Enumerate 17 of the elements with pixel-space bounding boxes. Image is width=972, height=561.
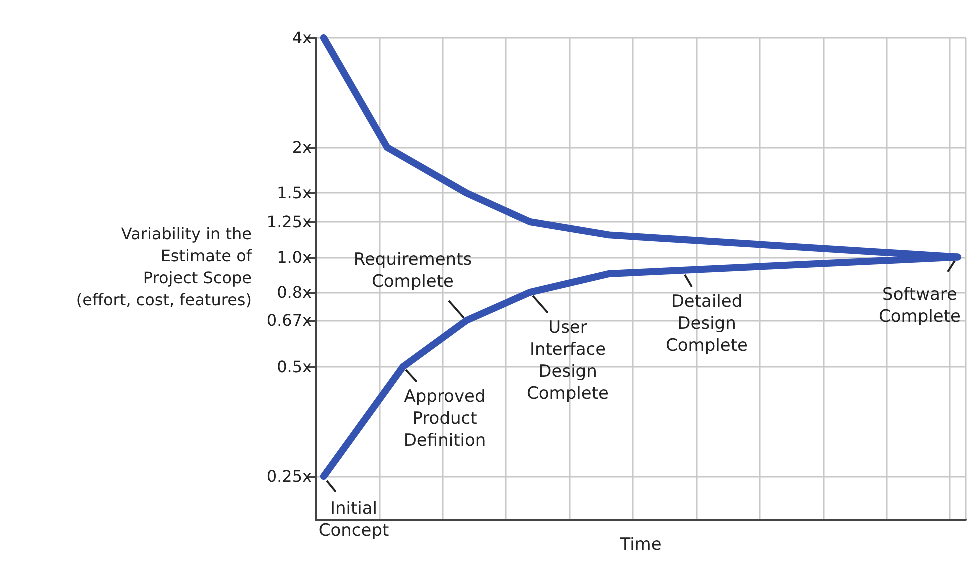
annotation: Software Complete: [879, 285, 961, 327]
y-tick-label: 0.67x: [266, 311, 312, 330]
annotation: Requirements Complete: [354, 250, 472, 292]
y-tick-label: 0.25x: [266, 467, 312, 486]
x-axis-title: Time: [619, 535, 662, 555]
annotation: Initial Concept: [318, 499, 390, 541]
y-tick-label: 2x: [292, 138, 312, 158]
annotation: Approved Product Definition: [404, 387, 486, 451]
y-tick-label: 1.25x: [266, 212, 312, 232]
y-tick-label: 1.5x: [277, 184, 312, 203]
y-tick-label: 0.5x: [277, 357, 312, 376]
annotation: User Interface Design Complete: [527, 318, 609, 404]
y-axis-title: Variability in the Estimate of Project Scope (effort, cost, features): [76, 224, 252, 310]
y-tick-label: 1.0x: [277, 248, 312, 267]
y-tick-label: 0.8x: [277, 283, 312, 302]
y-tick-label: 4x: [292, 28, 312, 48]
annotation: Detailed Design Complete: [666, 292, 748, 356]
